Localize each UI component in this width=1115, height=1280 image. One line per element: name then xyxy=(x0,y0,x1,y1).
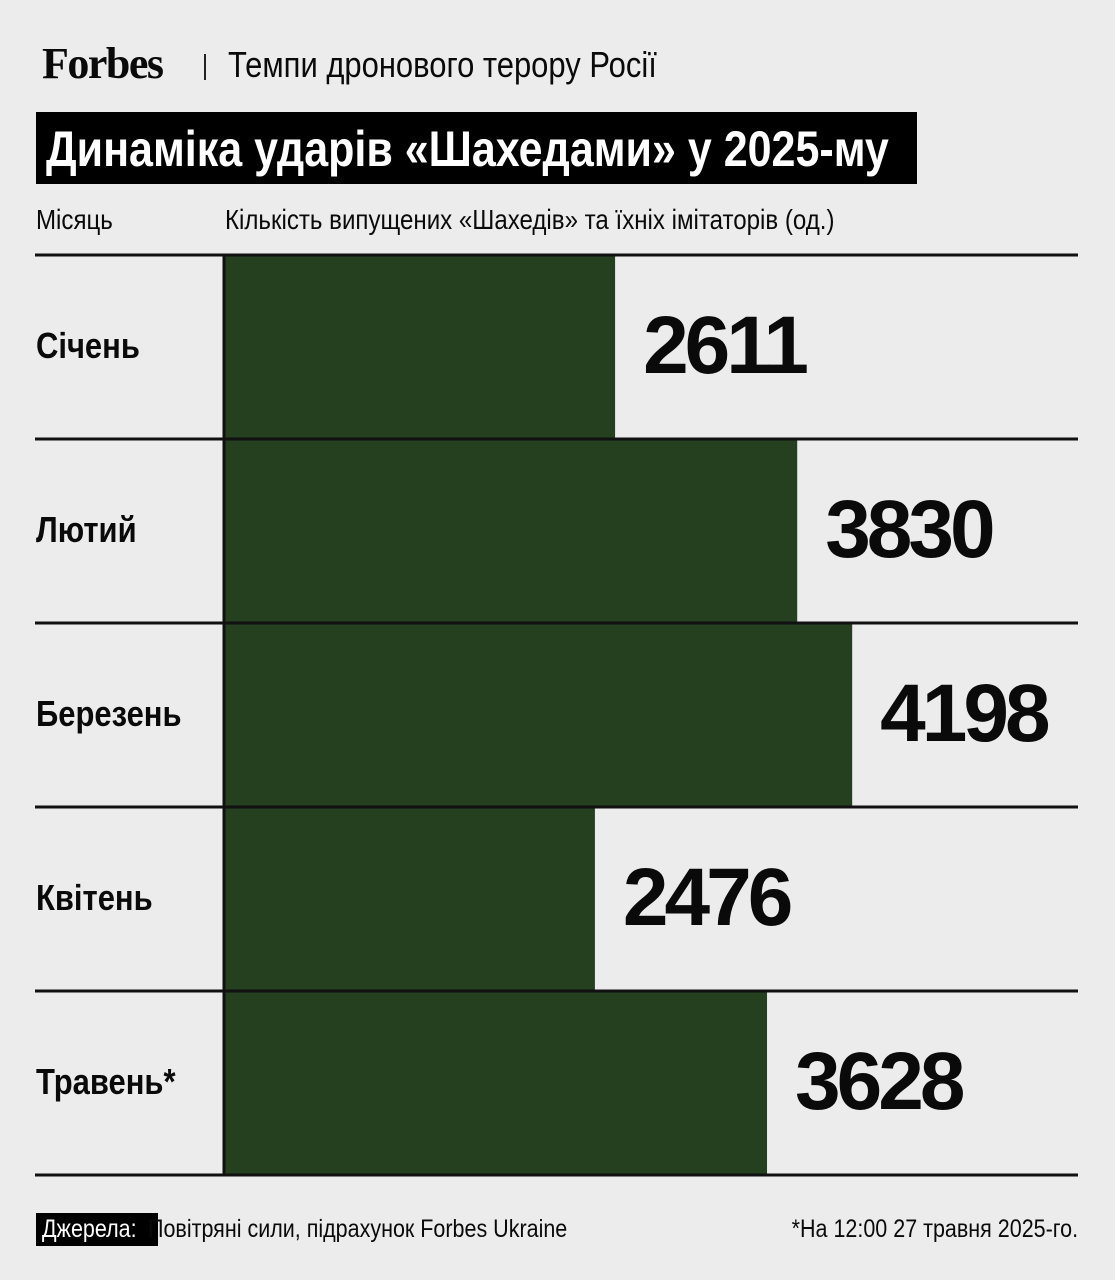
bar xyxy=(225,623,853,807)
month-label: Квітень xyxy=(36,877,153,918)
divider xyxy=(204,54,206,80)
month-label: Березень xyxy=(36,693,182,734)
title-background xyxy=(36,112,917,184)
value-label: 2611 xyxy=(643,300,809,391)
month-label: Травень* xyxy=(36,1061,176,1102)
footnote: *На 12:00 27 травня 2025-го. xyxy=(791,1215,1078,1243)
bar xyxy=(225,255,616,439)
value-label: 2476 xyxy=(622,852,793,943)
value-header: Кількість випущених «Шахедів» та їхніх і… xyxy=(225,204,835,235)
value-label: 3628 xyxy=(795,1036,965,1127)
value-label: 3830 xyxy=(825,484,995,575)
month-label: Лютий xyxy=(36,509,137,550)
source-label: Джерела: xyxy=(36,1213,158,1246)
category-header: Місяць xyxy=(36,204,113,235)
bar xyxy=(225,991,768,1175)
kicker: Темпи дронового терору Росії xyxy=(228,44,657,85)
value-label: 4198 xyxy=(880,668,1050,759)
chart-title: Динаміка ударів «Шахедами» у 2025-му xyxy=(46,121,889,177)
source-label-text: Джерела: xyxy=(42,1215,137,1243)
bar xyxy=(225,807,595,991)
month-label: Січень xyxy=(36,325,140,366)
bar xyxy=(225,439,798,623)
source-text: Повітряні сили, підрахунок Forbes Ukrain… xyxy=(148,1215,568,1243)
forbes-logo: Forbes xyxy=(42,39,164,88)
